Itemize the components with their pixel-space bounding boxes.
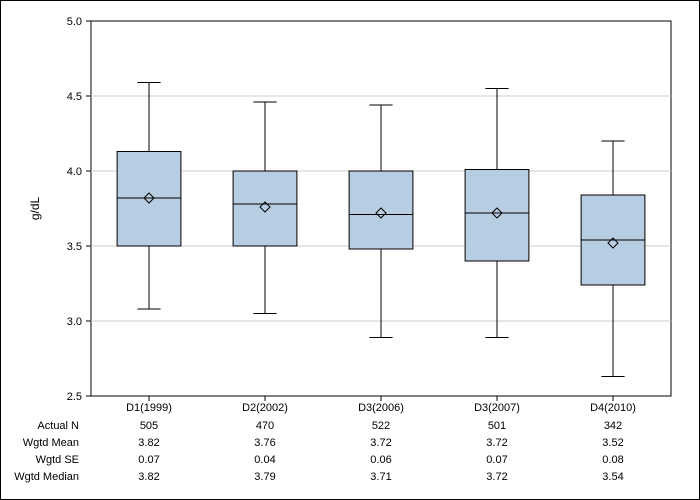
stat-cell: 0.07 <box>138 454 159 466</box>
category-label: D3(2006) <box>358 402 404 414</box>
category-label: D1(1999) <box>126 402 172 414</box>
stat-cell: 3.72 <box>370 437 391 449</box>
box <box>465 170 529 262</box>
stat-cell: 0.08 <box>602 454 623 466</box>
stat-cell: 0.06 <box>370 454 391 466</box>
stat-cell: 3.71 <box>370 471 391 483</box>
stat-cell: 3.82 <box>138 471 159 483</box>
category-label: D3(2007) <box>474 402 520 414</box>
stat-cell: 522 <box>372 420 390 432</box>
stat-row-label: Wgtd Median <box>14 471 79 483</box>
category-label: D4(2010) <box>590 402 636 414</box>
stat-cell: 3.82 <box>138 437 159 449</box>
stat-cell: 342 <box>604 420 622 432</box>
y-tick-label: 3.0 <box>67 316 82 328</box>
category-label: D2(2002) <box>242 402 288 414</box>
box <box>349 171 413 249</box>
stat-row-label: Wgtd Mean <box>23 437 79 449</box>
boxplot-svg: 2.5 3.0 3.5 4.0 4.5 5.0 g/dL D1(1999) 505 3.82 0.0… <box>1 1 699 499</box>
y-tick-label: 5.0 <box>67 16 82 28</box>
y-tick-label: 4.0 <box>67 166 82 178</box>
chart-frame: 2.5 3.0 3.5 4.0 4.5 5.0 g/dL D1(1999) 505 3.82 0.0… <box>0 0 700 500</box>
y-tick-label: 2.5 <box>67 391 82 403</box>
y-tick-label: 3.5 <box>67 241 82 253</box>
stat-cell: 3.72 <box>486 437 507 449</box>
y-axis-title: g/dL <box>28 196 42 220</box>
stat-cell: 501 <box>488 420 506 432</box>
stat-row-label: Actual N <box>37 420 79 432</box>
stat-cell: 3.79 <box>254 471 275 483</box>
stat-cell: 0.04 <box>254 454 275 466</box>
y-tick-label: 4.5 <box>67 91 82 103</box>
stat-cell: 3.52 <box>602 437 623 449</box>
stat-row-label: Wgtd SE <box>36 454 79 466</box>
stat-cell: 470 <box>256 420 274 432</box>
box <box>233 171 297 246</box>
stat-cell: 3.54 <box>602 471 623 483</box>
stat-cell: 3.76 <box>254 437 275 449</box>
stat-cell: 505 <box>140 420 158 432</box>
box <box>117 152 181 247</box>
stat-cell: 3.72 <box>486 471 507 483</box>
stat-cell: 0.07 <box>486 454 507 466</box>
